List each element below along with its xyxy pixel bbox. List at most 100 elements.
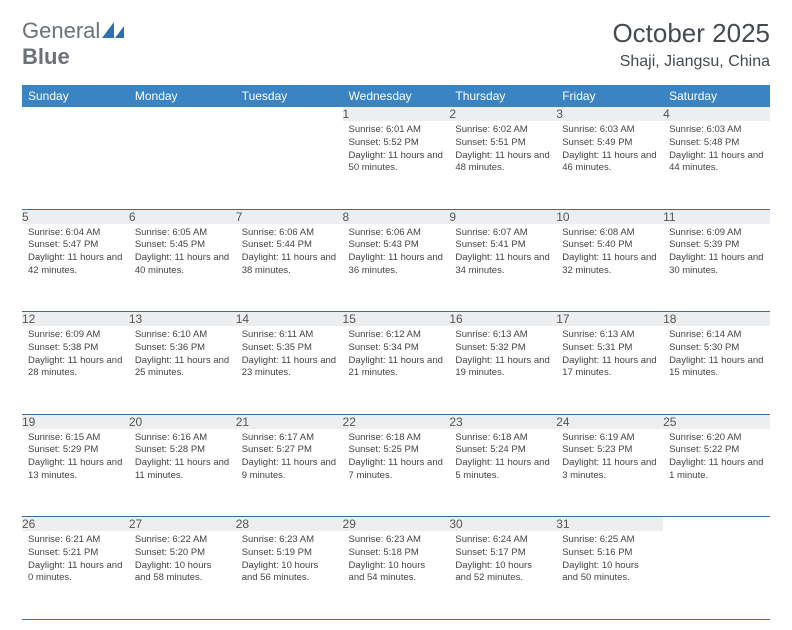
day-cell: Sunrise: 6:20 AMSunset: 5:22 PMDaylight:… — [663, 429, 770, 517]
day-cell: Sunrise: 6:21 AMSunset: 5:21 PMDaylight:… — [22, 531, 129, 619]
day-number: 13 — [129, 312, 236, 327]
day-cell: Sunrise: 6:06 AMSunset: 5:44 PMDaylight:… — [236, 224, 343, 312]
day-number: 2 — [449, 107, 556, 121]
day-number: 22 — [343, 414, 450, 429]
day-cell: Sunrise: 6:11 AMSunset: 5:35 PMDaylight:… — [236, 326, 343, 414]
day-details: Sunrise: 6:22 AMSunset: 5:20 PMDaylight:… — [129, 531, 236, 591]
day-cell: Sunrise: 6:04 AMSunset: 5:47 PMDaylight:… — [22, 224, 129, 312]
day-header: Tuesday — [236, 85, 343, 107]
day-number: 6 — [129, 209, 236, 224]
day-cell: Sunrise: 6:22 AMSunset: 5:20 PMDaylight:… — [129, 531, 236, 619]
week-detail-row: Sunrise: 6:15 AMSunset: 5:29 PMDaylight:… — [22, 429, 770, 517]
day-number: 23 — [449, 414, 556, 429]
day-cell: Sunrise: 6:23 AMSunset: 5:19 PMDaylight:… — [236, 531, 343, 619]
day-number: 31 — [556, 517, 663, 532]
day-cell: Sunrise: 6:08 AMSunset: 5:40 PMDaylight:… — [556, 224, 663, 312]
day-number: 17 — [556, 312, 663, 327]
day-details: Sunrise: 6:06 AMSunset: 5:43 PMDaylight:… — [343, 224, 450, 284]
day-details: Sunrise: 6:07 AMSunset: 5:41 PMDaylight:… — [449, 224, 556, 284]
day-details: Sunrise: 6:25 AMSunset: 5:16 PMDaylight:… — [556, 531, 663, 591]
day-number: 12 — [22, 312, 129, 327]
day-number: 3 — [556, 107, 663, 121]
day-number: 25 — [663, 414, 770, 429]
header: General Blue October 2025 Shaji, Jiangsu… — [22, 18, 770, 71]
location: Shaji, Jiangsu, China — [612, 53, 770, 71]
empty-cell — [663, 531, 770, 619]
day-number: 19 — [22, 414, 129, 429]
day-details: Sunrise: 6:19 AMSunset: 5:23 PMDaylight:… — [556, 429, 663, 489]
day-cell: Sunrise: 6:03 AMSunset: 5:48 PMDaylight:… — [663, 121, 770, 209]
empty-cell — [22, 107, 129, 121]
logo-text: General Blue — [22, 18, 124, 70]
day-details: Sunrise: 6:18 AMSunset: 5:25 PMDaylight:… — [343, 429, 450, 489]
day-details: Sunrise: 6:13 AMSunset: 5:31 PMDaylight:… — [556, 326, 663, 386]
day-details: Sunrise: 6:18 AMSunset: 5:24 PMDaylight:… — [449, 429, 556, 489]
day-details: Sunrise: 6:24 AMSunset: 5:17 PMDaylight:… — [449, 531, 556, 591]
day-details: Sunrise: 6:09 AMSunset: 5:39 PMDaylight:… — [663, 224, 770, 284]
day-cell: Sunrise: 6:13 AMSunset: 5:32 PMDaylight:… — [449, 326, 556, 414]
day-details: Sunrise: 6:16 AMSunset: 5:28 PMDaylight:… — [129, 429, 236, 489]
day-number: 10 — [556, 209, 663, 224]
day-details: Sunrise: 6:02 AMSunset: 5:51 PMDaylight:… — [449, 121, 556, 181]
day-cell: Sunrise: 6:17 AMSunset: 5:27 PMDaylight:… — [236, 429, 343, 517]
day-details: Sunrise: 6:12 AMSunset: 5:34 PMDaylight:… — [343, 326, 450, 386]
day-number: 26 — [22, 517, 129, 532]
day-cell: Sunrise: 6:03 AMSunset: 5:49 PMDaylight:… — [556, 121, 663, 209]
day-cell: Sunrise: 6:05 AMSunset: 5:45 PMDaylight:… — [129, 224, 236, 312]
day-number: 24 — [556, 414, 663, 429]
day-cell: Sunrise: 6:09 AMSunset: 5:39 PMDaylight:… — [663, 224, 770, 312]
day-header: Monday — [129, 85, 236, 107]
week-detail-row: Sunrise: 6:01 AMSunset: 5:52 PMDaylight:… — [22, 121, 770, 209]
day-number: 18 — [663, 312, 770, 327]
logo: General Blue — [22, 18, 124, 70]
day-details: Sunrise: 6:21 AMSunset: 5:21 PMDaylight:… — [22, 531, 129, 591]
logo-word-1: General — [22, 18, 100, 43]
day-details: Sunrise: 6:04 AMSunset: 5:47 PMDaylight:… — [22, 224, 129, 284]
day-details: Sunrise: 6:23 AMSunset: 5:18 PMDaylight:… — [343, 531, 450, 591]
day-details: Sunrise: 6:13 AMSunset: 5:32 PMDaylight:… — [449, 326, 556, 386]
day-cell: Sunrise: 6:02 AMSunset: 5:51 PMDaylight:… — [449, 121, 556, 209]
day-cell: Sunrise: 6:14 AMSunset: 5:30 PMDaylight:… — [663, 326, 770, 414]
day-details: Sunrise: 6:01 AMSunset: 5:52 PMDaylight:… — [343, 121, 450, 181]
day-number: 5 — [22, 209, 129, 224]
empty-cell — [129, 121, 236, 209]
day-details: Sunrise: 6:03 AMSunset: 5:49 PMDaylight:… — [556, 121, 663, 181]
week-number-row: 262728293031 — [22, 517, 770, 532]
day-details: Sunrise: 6:10 AMSunset: 5:36 PMDaylight:… — [129, 326, 236, 386]
day-cell: Sunrise: 6:01 AMSunset: 5:52 PMDaylight:… — [343, 121, 450, 209]
day-header: Friday — [556, 85, 663, 107]
day-number: 28 — [236, 517, 343, 532]
calendar-table: SundayMondayTuesdayWednesdayThursdayFrid… — [22, 85, 770, 620]
week-detail-row: Sunrise: 6:04 AMSunset: 5:47 PMDaylight:… — [22, 224, 770, 312]
day-header: Thursday — [449, 85, 556, 107]
day-cell: Sunrise: 6:19 AMSunset: 5:23 PMDaylight:… — [556, 429, 663, 517]
day-header: Saturday — [663, 85, 770, 107]
day-details: Sunrise: 6:15 AMSunset: 5:29 PMDaylight:… — [22, 429, 129, 489]
calendar-page: General Blue October 2025 Shaji, Jiangsu… — [0, 0, 792, 630]
day-details: Sunrise: 6:17 AMSunset: 5:27 PMDaylight:… — [236, 429, 343, 489]
week-detail-row: Sunrise: 6:09 AMSunset: 5:38 PMDaylight:… — [22, 326, 770, 414]
empty-cell — [129, 107, 236, 121]
day-cell: Sunrise: 6:23 AMSunset: 5:18 PMDaylight:… — [343, 531, 450, 619]
day-cell: Sunrise: 6:07 AMSunset: 5:41 PMDaylight:… — [449, 224, 556, 312]
day-header: Wednesday — [343, 85, 450, 107]
day-number: 15 — [343, 312, 450, 327]
day-header: Sunday — [22, 85, 129, 107]
day-details: Sunrise: 6:20 AMSunset: 5:22 PMDaylight:… — [663, 429, 770, 489]
week-number-row: 1234 — [22, 107, 770, 121]
day-number: 27 — [129, 517, 236, 532]
week-number-row: 19202122232425 — [22, 414, 770, 429]
day-cell: Sunrise: 6:09 AMSunset: 5:38 PMDaylight:… — [22, 326, 129, 414]
title-block: October 2025 Shaji, Jiangsu, China — [612, 18, 770, 71]
week-detail-row: Sunrise: 6:21 AMSunset: 5:21 PMDaylight:… — [22, 531, 770, 619]
week-number-row: 12131415161718 — [22, 312, 770, 327]
empty-cell — [663, 517, 770, 532]
day-cell: Sunrise: 6:06 AMSunset: 5:43 PMDaylight:… — [343, 224, 450, 312]
day-cell: Sunrise: 6:18 AMSunset: 5:25 PMDaylight:… — [343, 429, 450, 517]
day-cell: Sunrise: 6:15 AMSunset: 5:29 PMDaylight:… — [22, 429, 129, 517]
day-details: Sunrise: 6:11 AMSunset: 5:35 PMDaylight:… — [236, 326, 343, 386]
day-number: 8 — [343, 209, 450, 224]
day-number: 14 — [236, 312, 343, 327]
day-cell: Sunrise: 6:18 AMSunset: 5:24 PMDaylight:… — [449, 429, 556, 517]
day-cell: Sunrise: 6:13 AMSunset: 5:31 PMDaylight:… — [556, 326, 663, 414]
